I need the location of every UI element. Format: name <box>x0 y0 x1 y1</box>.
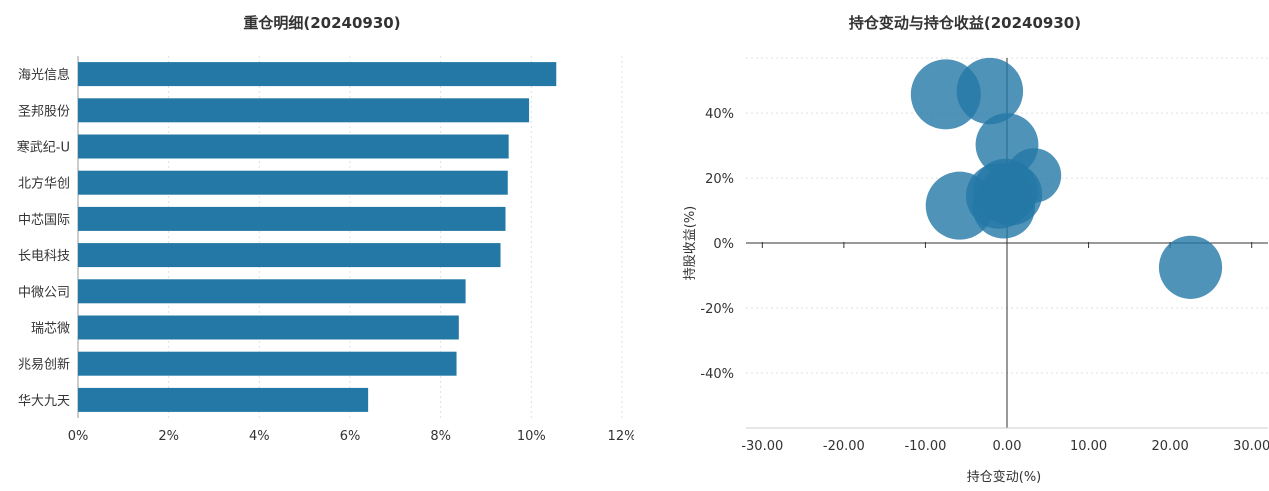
bar-category-label: 兆易创新 <box>18 357 70 373</box>
bar-category-label: 长电科技 <box>18 249 70 264</box>
bar[interactable] <box>78 206 506 231</box>
bar[interactable] <box>78 279 466 304</box>
bubble-y-tick-label: 20% <box>705 172 734 187</box>
bubble-x-tick-label: -30.00 <box>741 439 783 454</box>
bar-category-label: 海光信息 <box>18 67 70 83</box>
bar[interactable] <box>78 62 557 87</box>
bar-chart-title: 重仓明细(20240930) <box>243 14 400 32</box>
bar-x-tick-label: 2% <box>158 429 179 444</box>
bar-x-tick-label: 6% <box>340 429 361 444</box>
bubble-y-tick-label: 0% <box>713 237 734 252</box>
bar[interactable] <box>78 170 508 195</box>
bubble-y-tick-label: -40% <box>700 367 734 382</box>
bubble-x-tick-label: 20.00 <box>1152 439 1189 454</box>
bar-x-tick-label: 10% <box>517 429 546 444</box>
bubble[interactable] <box>973 158 1038 224</box>
bubble-x-axis-title: 持仓变动(%) <box>967 469 1042 485</box>
bar-x-tick-label: 4% <box>249 429 270 444</box>
bubble-y-tick-label: -20% <box>700 302 734 317</box>
bar-category-label: 华大九天 <box>18 394 70 409</box>
bar-category-label: 寒武纪-U <box>17 140 70 156</box>
bubble-chart-title: 持仓变动与持仓收益(20240930) <box>849 14 1081 32</box>
bar-category-label: 中芯国际 <box>18 213 70 228</box>
bar[interactable] <box>78 351 457 376</box>
bubble-y-axis-title: 持股收益(%) <box>683 206 698 281</box>
bubble-x-tick-label: 10.00 <box>1070 439 1107 454</box>
bubble-x-tick-label: -20.00 <box>823 439 865 454</box>
bar-x-tick-label: 8% <box>430 429 451 444</box>
position-change-bubble-chart: 持仓变动与持仓收益(20240930) -30.00 -20.00 -10.00 0.… <box>683 14 1269 485</box>
bubble[interactable] <box>956 57 1024 125</box>
bar[interactable] <box>78 134 509 159</box>
bubble-x-tick-label: 30.00 <box>1233 439 1269 454</box>
bar-category-label: 中微公司 <box>18 285 70 300</box>
bubble-x-tick-label: 0.00 <box>993 439 1022 454</box>
bubble-x-tick-label: -10.00 <box>904 439 946 454</box>
bar-x-tick-label: 12% <box>608 429 634 444</box>
bar-category-label: 圣邦股份 <box>18 104 70 119</box>
bubble[interactable] <box>1158 235 1223 299</box>
bar[interactable] <box>78 387 369 412</box>
bar-x-tick-label: 0% <box>68 429 89 444</box>
bar[interactable] <box>78 98 530 123</box>
bubble-y-tick-label: 40% <box>705 107 734 122</box>
bar-category-label: 瑞芯微 <box>31 322 70 337</box>
bar[interactable] <box>78 315 459 340</box>
bar-category-label: 北方华创 <box>18 176 70 192</box>
bar[interactable] <box>78 243 501 268</box>
